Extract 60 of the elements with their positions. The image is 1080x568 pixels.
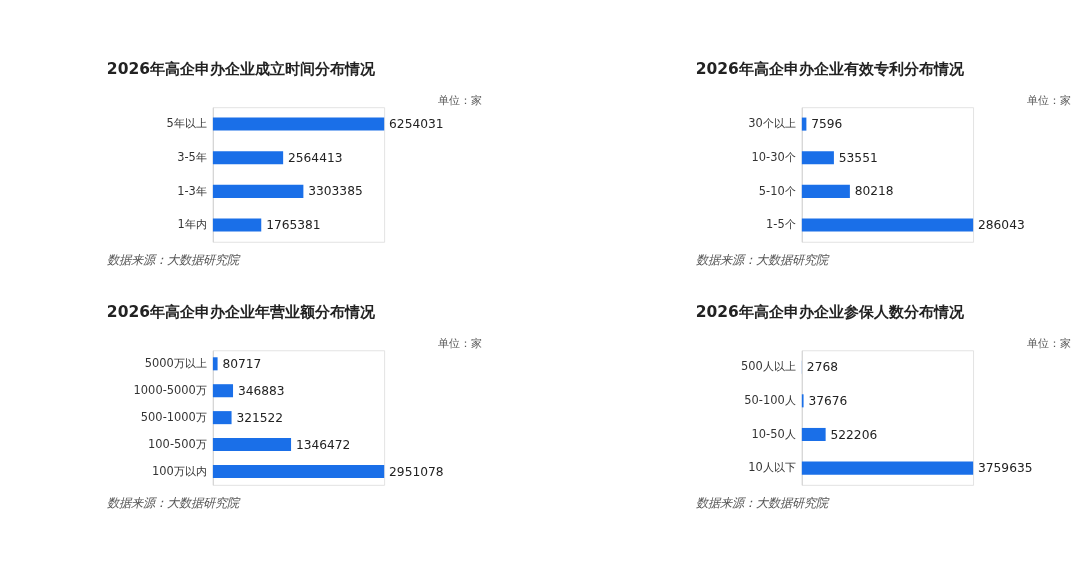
- text: 单位：家: [1027, 336, 1072, 351]
- bar: [801, 151, 834, 165]
- data-label: 7596: [811, 117, 843, 132]
- data-label: 2951078: [389, 464, 444, 479]
- y-tick-label: 10人以下: [748, 460, 796, 475]
- data-label: 3759635: [978, 461, 1033, 476]
- bar: [212, 411, 232, 425]
- data-label: 37676: [808, 393, 848, 408]
- source-note: 数据来源：大数据研究院: [695, 495, 830, 510]
- chart-title: 2026年高企申办企业参保人数分布情况: [695, 302, 965, 321]
- data-label: 53551: [838, 150, 878, 165]
- bar: [212, 151, 284, 165]
- y-tick-label: 50-100人: [744, 393, 796, 408]
- bar: [801, 218, 974, 232]
- source-note: 数据来源：大数据研究院: [106, 252, 241, 267]
- data-label: 1346472: [295, 437, 351, 452]
- bar: [212, 184, 304, 198]
- text: 单位：家: [1027, 93, 1072, 107]
- chart-title: 2026年高企申办企业年营业额分布情况: [106, 302, 376, 321]
- y-tick-label: 500人以上: [740, 359, 796, 374]
- data-label: 2564413: [288, 150, 343, 165]
- y-tick-label: 5000万以上: [144, 356, 207, 371]
- text: 单位：家: [438, 93, 483, 107]
- y-tick-label: 500-1000万: [140, 409, 207, 424]
- y-tick-label: 3-5年: [177, 150, 207, 164]
- bar: [212, 218, 262, 232]
- bar: [801, 427, 826, 441]
- bar: [801, 461, 974, 475]
- data-label: 321522: [236, 410, 284, 425]
- data-label: 3303385: [308, 184, 363, 199]
- y-tick-label: 5年以上: [166, 116, 207, 131]
- data-label: 6254031: [389, 117, 444, 132]
- bar: [212, 117, 385, 131]
- y-tick-label: 10-30个: [751, 150, 796, 164]
- data-label: 522206: [830, 427, 878, 442]
- data-label: 1765381: [266, 218, 321, 233]
- data-label: 80717: [222, 356, 262, 371]
- data-label: 346883: [237, 383, 285, 398]
- y-tick-label: 1年内: [177, 217, 207, 232]
- y-tick-label: 1-5个: [766, 217, 796, 232]
- data-label: 286043: [978, 218, 1025, 233]
- chart-title: 2026年高企申办企业成立时间分布情况: [106, 59, 376, 78]
- bar: [801, 184, 850, 198]
- text: 单位：家: [438, 336, 483, 351]
- bar: [212, 384, 234, 398]
- bar: [212, 464, 385, 479]
- y-tick-label: 1-3年: [177, 183, 207, 198]
- source-note: 数据来源：大数据研究院: [695, 252, 830, 267]
- y-tick-label: 100万以内: [152, 463, 207, 478]
- y-tick-label: 100-500万: [148, 436, 207, 451]
- y-tick-label: 1000-5000万: [133, 382, 207, 397]
- source-note: 数据来源：大数据研究院: [106, 495, 241, 510]
- bar: [212, 438, 292, 452]
- y-tick-label: 5-10个: [758, 183, 796, 198]
- data-label: 2768: [806, 360, 838, 375]
- bar: [212, 357, 218, 371]
- data-label: 80218: [854, 184, 894, 199]
- chart-title: 2026年高企申办企业有效专利分布情况: [695, 59, 965, 78]
- y-tick-label: 10-50人: [751, 426, 796, 441]
- y-tick-label: 30个以上: [748, 116, 796, 131]
